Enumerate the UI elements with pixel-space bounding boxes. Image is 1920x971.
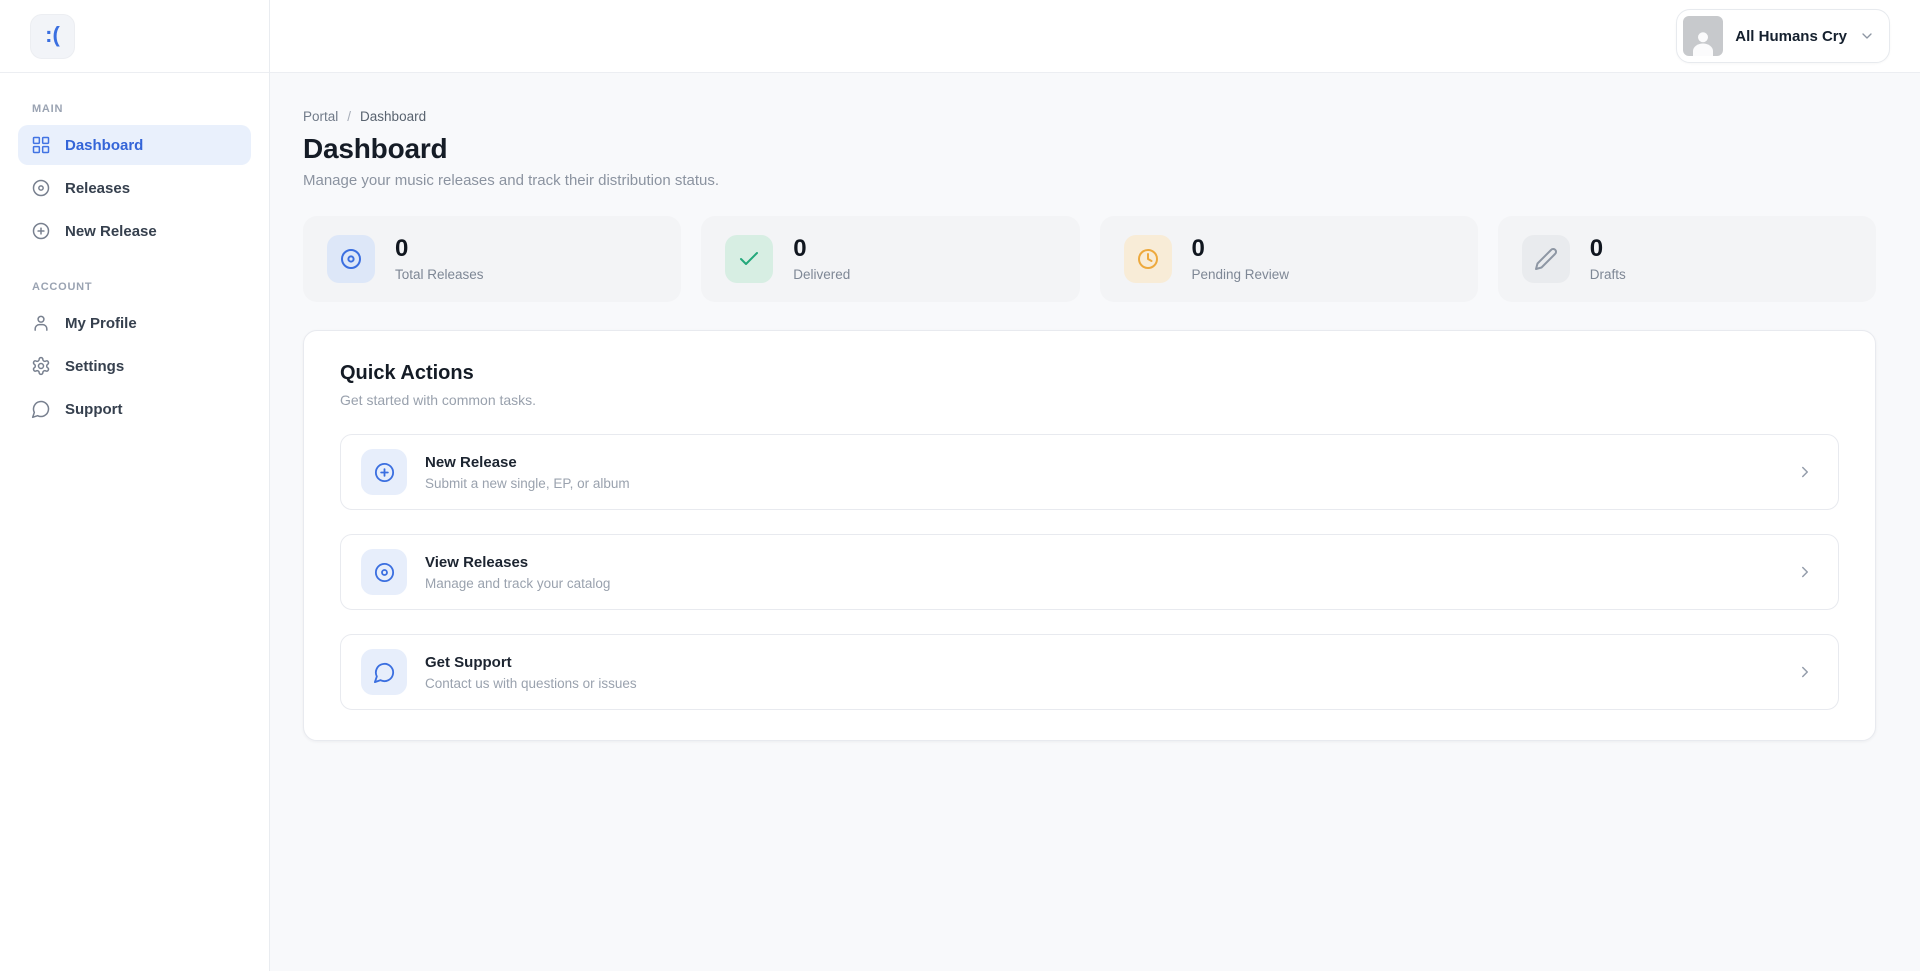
dashboard-content: Portal / Dashboard Dashboard Manage your… <box>270 73 1920 971</box>
gear-icon <box>31 356 51 376</box>
brand-logo-glyph: :( <box>45 22 60 47</box>
quick-action-description: Contact us with questions or issues <box>425 675 637 691</box>
sidebar-item-my-profile[interactable]: My Profile <box>18 303 251 343</box>
user-name: All Humans Cry <box>1735 27 1847 45</box>
sidebar-nav: MAIN Dashboard Releases New Release ACCO… <box>0 73 269 432</box>
quick-action-description: Manage and track your catalog <box>425 575 611 591</box>
quick-action-title: Get Support <box>425 653 512 671</box>
breadcrumb-separator: / <box>347 109 352 124</box>
stat-card-drafts: 0 Drafts <box>1497 216 1876 302</box>
quick-actions-card: Quick Actions Get started with common ta… <box>303 330 1876 741</box>
pencil-icon <box>1521 235 1570 283</box>
quick-action-title: New Release <box>425 453 517 471</box>
chevron-right-icon <box>1796 463 1814 481</box>
stat-value: 0 <box>395 234 409 262</box>
stat-label: Delivered <box>793 266 851 282</box>
disc-icon <box>327 235 375 283</box>
sidebar-item-dashboard[interactable]: Dashboard <box>18 125 251 165</box>
sidebar-item-releases[interactable]: Releases <box>18 168 251 208</box>
sidebar-item-label: Support <box>65 400 123 418</box>
stat-label: Drafts <box>1589 266 1626 282</box>
chevron-down-icon <box>1859 28 1875 44</box>
breadcrumb-dashboard: Dashboard <box>360 109 427 124</box>
breadcrumb-portal[interactable]: Portal <box>303 109 339 124</box>
stat-label: Pending Review <box>1191 266 1290 282</box>
sidebar-section-account: ACCOUNT <box>32 281 93 293</box>
sidebar-item-label: Settings <box>65 357 125 375</box>
check-icon <box>725 235 774 283</box>
page-subtitle: Manage your music releases and track the… <box>303 172 720 189</box>
stat-label: Total Releases <box>395 266 484 282</box>
page-title: Dashboard <box>303 133 448 164</box>
sidebar-logo-area: :( <box>0 0 269 73</box>
chat-bubble-icon <box>31 399 51 419</box>
plus-circle-icon <box>31 221 51 241</box>
sidebar-item-label: New Release <box>65 222 157 240</box>
quick-action-new-release[interactable]: New Release Submit a new single, EP, or … <box>340 434 1839 510</box>
top-header: All Humans Cry <box>270 0 1920 73</box>
user-menu-button[interactable]: All Humans Cry <box>1676 9 1890 63</box>
user-icon <box>31 313 51 333</box>
brand-logo[interactable]: :( <box>30 13 75 59</box>
quick-actions-title: Quick Actions <box>340 362 474 384</box>
sidebar-item-new-release[interactable]: New Release <box>18 211 251 251</box>
sidebar-item-settings[interactable]: Settings <box>18 346 251 386</box>
chevron-right-icon <box>1796 663 1814 681</box>
quick-actions-subtitle: Get started with common tasks. <box>340 392 537 408</box>
chevron-right-icon <box>1796 563 1814 581</box>
stats-row: 0 Total Releases 0 Delivered 0 <box>303 216 1876 302</box>
avatar <box>1683 16 1724 56</box>
chat-bubble-icon <box>361 649 407 695</box>
stat-value: 0 <box>793 234 807 262</box>
stat-value: 0 <box>1589 234 1604 262</box>
breadcrumb: Portal / Dashboard <box>303 109 1876 124</box>
sidebar-item-label: Releases <box>65 179 131 197</box>
quick-action-description: Submit a new single, EP, or album <box>425 475 630 491</box>
sidebar-section-main: MAIN <box>32 103 64 115</box>
sidebar-item-label: My Profile <box>65 314 137 332</box>
clock-icon <box>1123 235 1172 283</box>
stat-value: 0 <box>1191 234 1205 262</box>
sidebar-item-label: Dashboard <box>65 136 144 154</box>
quick-action-get-support[interactable]: Get Support Contact us with questions or… <box>340 634 1839 710</box>
quick-action-title: View Releases <box>425 553 529 571</box>
sidebar-item-support[interactable]: Support <box>18 389 251 429</box>
main-column: All Humans Cry Portal / Dashboard Dashbo… <box>270 0 1920 971</box>
grid-icon <box>31 135 51 155</box>
plus-circle-icon <box>361 449 407 495</box>
stat-card-delivered: 0 Delivered <box>701 216 1080 302</box>
sidebar: :( MAIN Dashboard Releases New Release A… <box>0 0 270 971</box>
stat-card-total-releases: 0 Total Releases <box>303 216 682 302</box>
disc-icon <box>361 549 407 595</box>
quick-action-view-releases[interactable]: View Releases Manage and track your cata… <box>340 534 1839 610</box>
stat-card-pending-review: 0 Pending Review <box>1099 216 1478 302</box>
disc-icon <box>31 178 51 198</box>
